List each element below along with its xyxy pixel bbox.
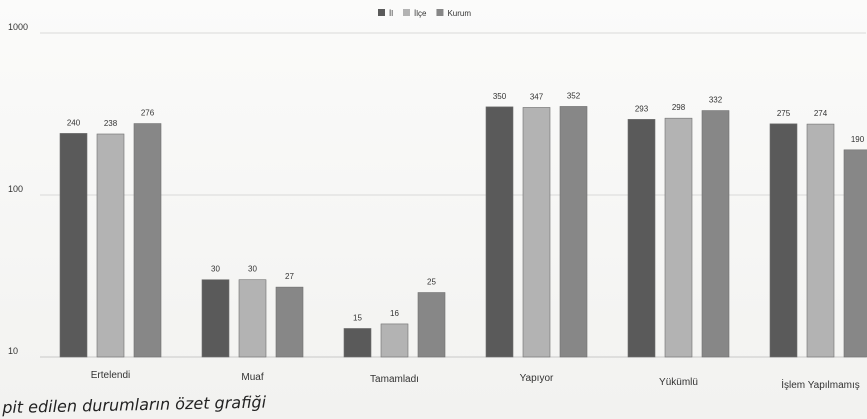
legend-label: İlçe (414, 9, 427, 18)
bar-5-1 (806, 123, 835, 358)
y-tick-label: 1000 (8, 22, 28, 32)
data-label: 276 (141, 109, 155, 118)
data-label: 238 (104, 119, 118, 128)
bar-4-1 (664, 117, 693, 358)
bar-1-0 (201, 279, 230, 358)
data-label: 347 (530, 92, 544, 101)
y-tick-label: 10 (8, 346, 18, 356)
bar-3-0 (485, 106, 514, 358)
data-label: 275 (777, 109, 791, 118)
data-label: 25 (427, 278, 436, 287)
data-label: 332 (709, 96, 723, 105)
data-label: 30 (248, 265, 257, 274)
legend-swatch (403, 9, 410, 16)
bar-0-2 (133, 123, 162, 358)
legend-label: İl (389, 9, 393, 18)
bar-2-1 (380, 323, 409, 358)
bar-0-0 (59, 133, 88, 358)
category-label: Muaf (241, 372, 263, 383)
bar-3-2 (559, 106, 588, 358)
data-label: 240 (67, 118, 81, 127)
legend-swatch (378, 9, 385, 16)
data-label: 352 (567, 91, 581, 100)
bar-1-2 (275, 286, 304, 358)
bar-4-0 (627, 119, 656, 358)
bar-0-1 (96, 133, 125, 358)
category-label: Yapıyor (520, 373, 554, 384)
legend-swatch (436, 9, 444, 16)
bar-1-1 (238, 279, 267, 358)
bar-2-2 (417, 292, 446, 358)
bar-2-0 (343, 328, 372, 358)
y-tick-label: 100 (8, 184, 23, 194)
category-label: Tamamladı (370, 374, 419, 385)
bar-5-0 (769, 123, 798, 358)
data-label: 190 (851, 135, 865, 144)
data-label: 30 (211, 265, 220, 274)
category-label: Yükümlü (659, 377, 698, 388)
data-label: 350 (493, 92, 507, 101)
bar-5-2 (843, 149, 867, 358)
category-label: İşlem Yapılmamış (781, 378, 860, 391)
data-label: 293 (635, 104, 649, 113)
bar-3-1 (522, 107, 551, 358)
data-label: 27 (285, 272, 294, 281)
data-label: 15 (353, 313, 362, 322)
data-label: 16 (390, 309, 399, 318)
legend-label: Kurum (447, 9, 471, 18)
data-label: 298 (672, 103, 686, 112)
category-label: Ertelendi (91, 370, 130, 381)
bar-4-2 (701, 110, 730, 358)
data-label: 274 (814, 109, 828, 118)
